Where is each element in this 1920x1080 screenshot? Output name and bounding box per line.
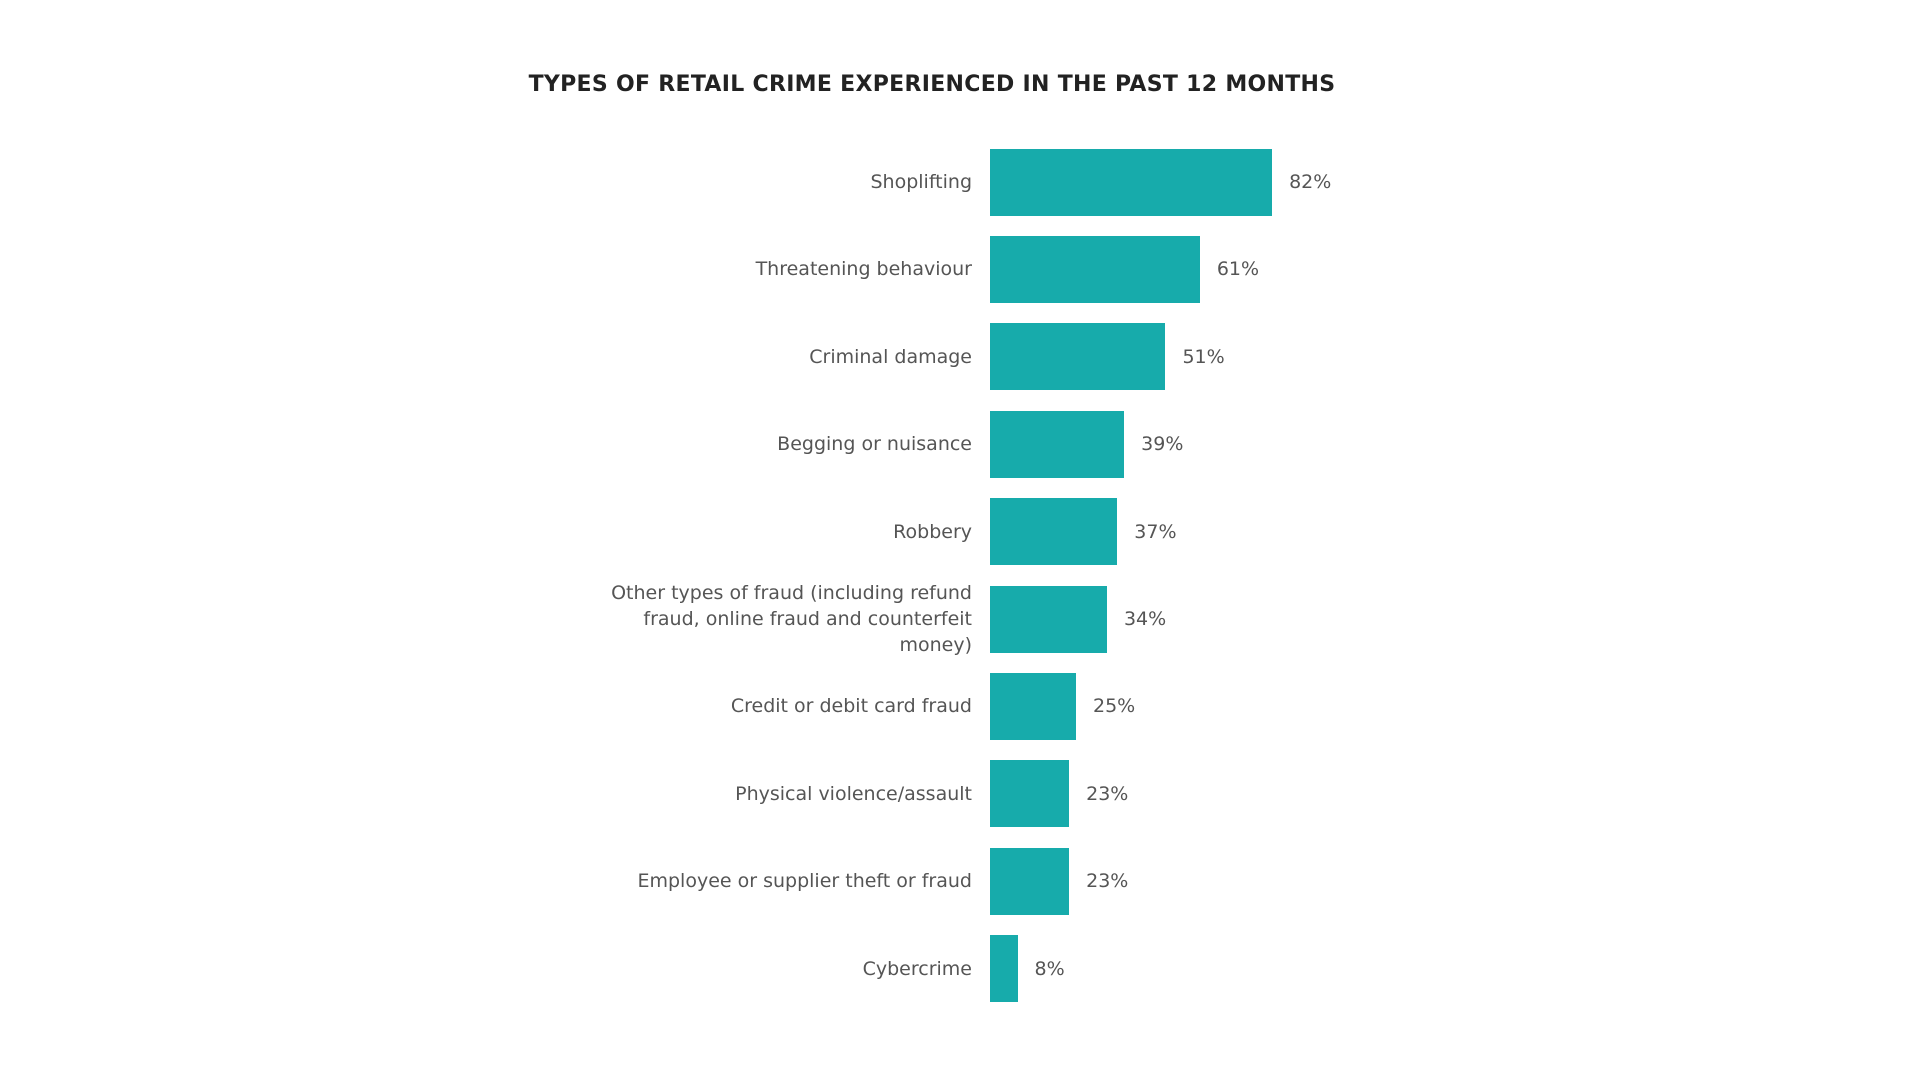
chart-title: TYPES OF RETAIL CRIME EXPERIENCED IN THE… bbox=[528, 72, 1336, 97]
value-label: 23% bbox=[1086, 870, 1129, 893]
value-label: 82% bbox=[1289, 171, 1332, 193]
bar bbox=[990, 235, 1200, 303]
category-label: Credit or debit card fraud bbox=[730, 695, 972, 718]
category-label: Physical violence/assault bbox=[735, 782, 972, 805]
bar bbox=[990, 498, 1118, 566]
category-label: Criminal damage bbox=[809, 345, 972, 368]
value-label: 37% bbox=[1134, 520, 1177, 543]
category-label: Employee or supplier theft or fraud bbox=[637, 870, 972, 893]
bar bbox=[990, 672, 1076, 740]
bar bbox=[990, 935, 1018, 1003]
value-label: 34% bbox=[1123, 608, 1167, 630]
bar bbox=[990, 760, 1070, 828]
bar bbox=[990, 148, 1273, 216]
value-label: 39% bbox=[1141, 433, 1184, 456]
value-label: 51% bbox=[1182, 345, 1225, 368]
category-label: Robbery bbox=[893, 520, 972, 543]
value-label: 8% bbox=[1034, 957, 1065, 980]
category-label: Other types of fraud (including refund f… bbox=[611, 582, 972, 656]
category-label: Shoplifting bbox=[870, 171, 972, 193]
value-label: 61% bbox=[1216, 258, 1260, 281]
category-label: Threatening behaviour bbox=[755, 258, 972, 281]
bar bbox=[990, 585, 1107, 653]
category-label: Cybercrime bbox=[862, 957, 972, 980]
bar bbox=[990, 323, 1166, 391]
bar bbox=[990, 847, 1070, 915]
bar bbox=[990, 410, 1125, 478]
category-label: Begging or nuisance bbox=[777, 433, 972, 456]
value-label: 25% bbox=[1093, 695, 1136, 718]
value-label: 23% bbox=[1086, 782, 1129, 805]
